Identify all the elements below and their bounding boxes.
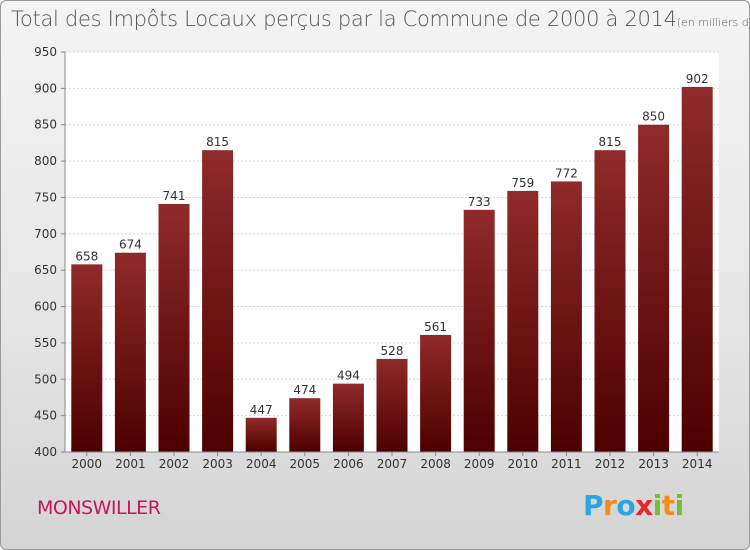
bar [158,204,190,452]
bar [594,150,626,452]
y-tick-label: 450 [34,409,57,423]
bar-value-label: 759 [511,176,534,190]
x-tick-label: 2003 [202,457,233,471]
y-tick-label: 650 [34,263,57,277]
y-tick-label: 550 [34,336,57,350]
bar-value-label: 772 [555,166,578,180]
y-tick-label: 400 [34,445,57,459]
bars: 658 674 741 815 447 474 494 528 561 733 759 772 815 8… [71,72,713,453]
chart-unit-note: (en milliers d'€) [676,16,749,29]
bar [550,181,582,453]
bar-value-label: 850 [642,110,665,124]
x-tick-label: 2014 [682,457,713,471]
bar-value-label: 815 [599,135,622,149]
x-tick-label: 2012 [595,457,626,471]
x-tick-label: 2013 [638,457,669,471]
y-tick-label: 850 [34,118,57,132]
x-tick-label: 2002 [159,457,190,471]
logo-letter: i [652,489,663,522]
axes: 400 450 500 550 600 650 700 750 800 850 900 950 2000… [34,45,719,471]
chart-title: Total des Impôts Locaux perçus par la Co… [11,7,749,31]
x-tick-label: 2008 [420,457,451,471]
logo-letter: r [603,489,617,522]
y-tick-label: 500 [34,372,57,386]
bar-value-label: 474 [293,383,316,397]
x-tick-label: 2000 [72,457,103,471]
bar-value-label: 733 [468,195,491,209]
bar [420,334,452,452]
x-tick-label: 2007 [377,457,408,471]
bar [245,417,277,452]
bar [376,358,408,452]
bar [332,383,364,452]
bar [114,252,146,452]
bar [507,190,539,452]
y-tick-label: 950 [34,45,57,59]
logo-letter: t [661,489,675,522]
bar-value-label: 658 [75,249,98,263]
x-tick-label: 2004 [246,457,277,471]
x-tick-label: 2009 [464,457,495,471]
bar-value-label: 902 [686,72,709,86]
bar [463,209,495,452]
y-tick-label: 600 [34,300,57,314]
y-tick-label: 800 [34,154,57,168]
bar [289,398,321,452]
bar-value-label: 741 [163,189,186,203]
bar [681,86,713,452]
x-tick-label: 2011 [551,457,582,471]
bar-value-label: 674 [119,238,142,252]
bar [202,150,234,452]
y-tick-label: 750 [34,190,57,204]
logo-letter: x [635,489,653,522]
bar [638,124,670,453]
bar-value-label: 815 [206,135,229,149]
commune-name: MONSWILLER [37,497,161,519]
x-tick-label: 2010 [508,457,539,471]
logo-letter: o [616,489,636,522]
x-tick-label: 2006 [333,457,364,471]
chart-title-text: Total des Impôts Locaux perçus par la Co… [11,7,677,31]
bar-value-label: 447 [250,403,273,417]
proxiti-logo: Proxiti [583,489,684,522]
y-tick-label: 900 [34,81,57,95]
logo-letter: i [674,489,685,522]
bar-value-label: 528 [381,344,404,358]
bar [71,264,103,452]
x-tick-label: 2005 [290,457,321,471]
y-tick-label: 700 [34,227,57,241]
bar-value-label: 561 [424,320,447,334]
x-tick-label: 2001 [115,457,146,471]
bar-value-label: 494 [337,369,360,383]
logo-letter: P [583,489,604,522]
